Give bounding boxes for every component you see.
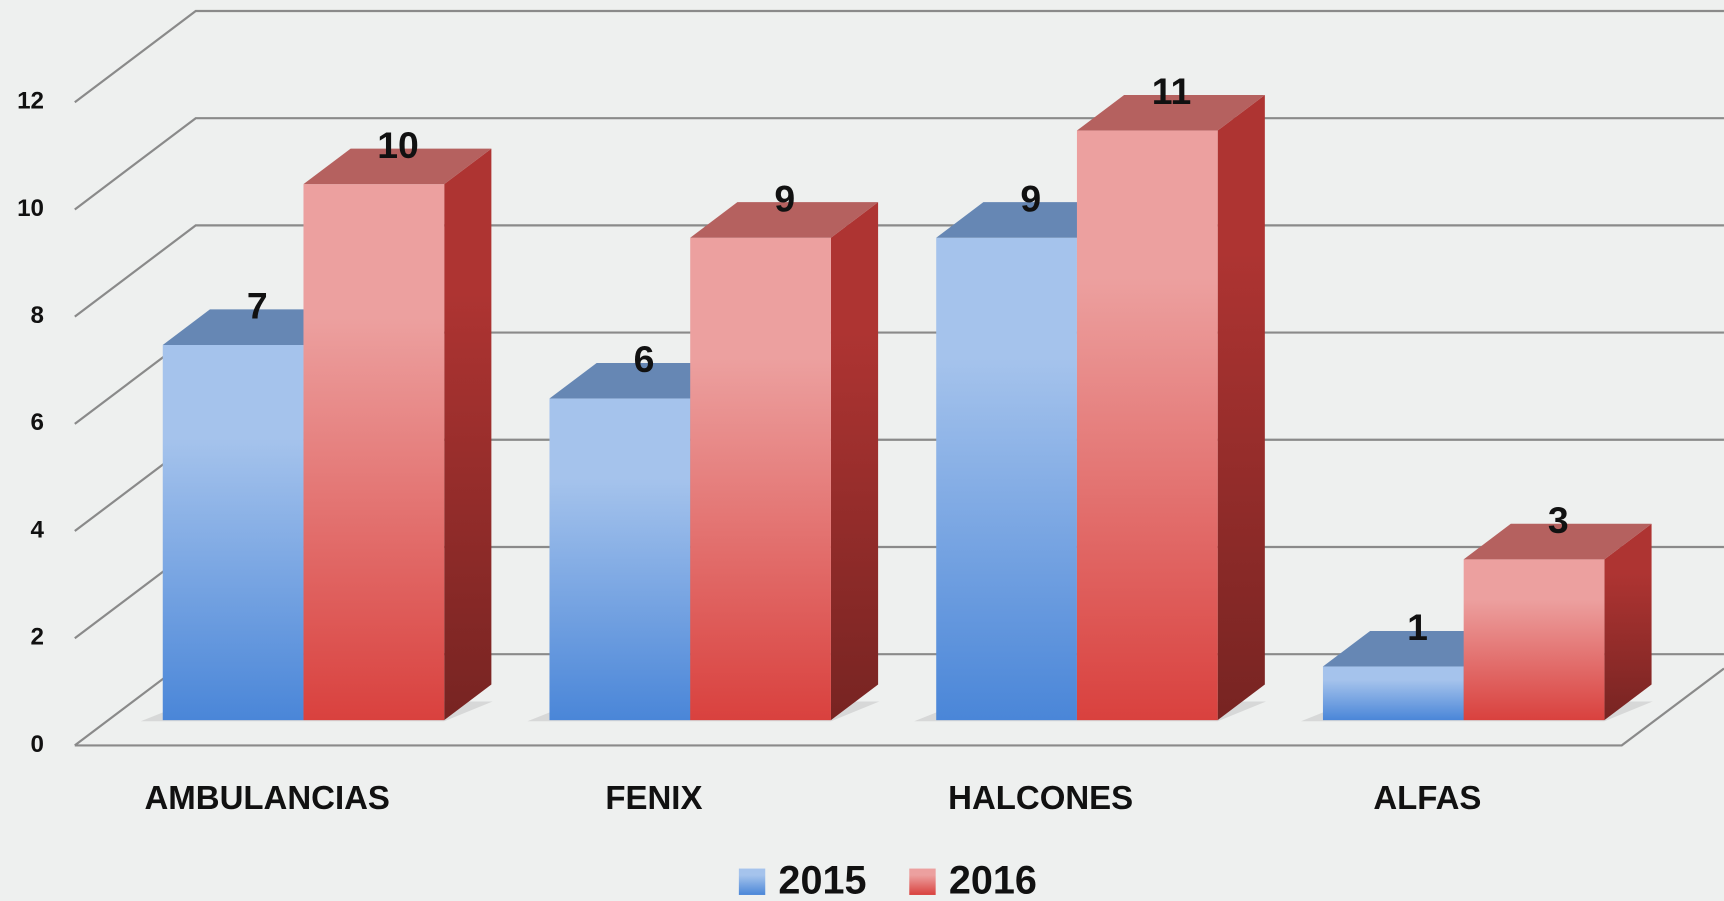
y-tick-label: 12 [17, 88, 44, 115]
x-tick-label: AMBULANCIAS [144, 779, 389, 816]
bar-side [1217, 94, 1265, 721]
x-tick-label: FENIX [605, 779, 702, 816]
bar [1463, 559, 1605, 721]
y-tick-label: 0 [31, 731, 44, 758]
value-label: 9 [774, 177, 795, 219]
x-tick-label: HALCONES [948, 779, 1133, 816]
floor-edge [74, 667, 1724, 747]
bar-side [830, 202, 879, 721]
bar [162, 344, 304, 721]
grid-line [74, 9, 1724, 104]
legend-swatch [738, 868, 766, 895]
y-tick-label: 10 [17, 195, 44, 222]
value-label: 1 [1407, 606, 1428, 648]
y-tick-label: 4 [31, 516, 45, 543]
y-tick-label: 8 [31, 302, 44, 329]
y-tick-label: 2 [31, 624, 44, 651]
plot: 0 2 4 6 8 10 12 AMBULANCIAS 7 10 FENIX 6 9 HALCONES 9 1… [17, 9, 1724, 901]
bar [549, 398, 691, 721]
bar-top [303, 148, 492, 185]
bar-top [1076, 94, 1265, 131]
bar [1076, 130, 1218, 721]
legend-label: 2016 [949, 858, 1037, 901]
value-label: 7 [247, 285, 268, 327]
bar [303, 184, 445, 721]
bar [936, 237, 1077, 721]
legend-label: 2015 [778, 858, 866, 901]
value-label: 10 [377, 124, 419, 166]
bar [1322, 666, 1464, 721]
x-tick-label: ALFAS [1373, 779, 1481, 816]
value-label: 9 [1020, 177, 1041, 219]
bar-top [690, 202, 879, 238]
legend-swatch [909, 868, 936, 895]
bar [690, 237, 831, 721]
y-tick-label: 6 [31, 409, 44, 436]
value-label: 3 [1548, 499, 1569, 541]
value-label: 11 [1152, 70, 1192, 112]
bar-side [1604, 523, 1652, 721]
bar-top [1463, 523, 1652, 560]
value-label: 6 [634, 338, 655, 380]
bar-side [444, 148, 492, 721]
